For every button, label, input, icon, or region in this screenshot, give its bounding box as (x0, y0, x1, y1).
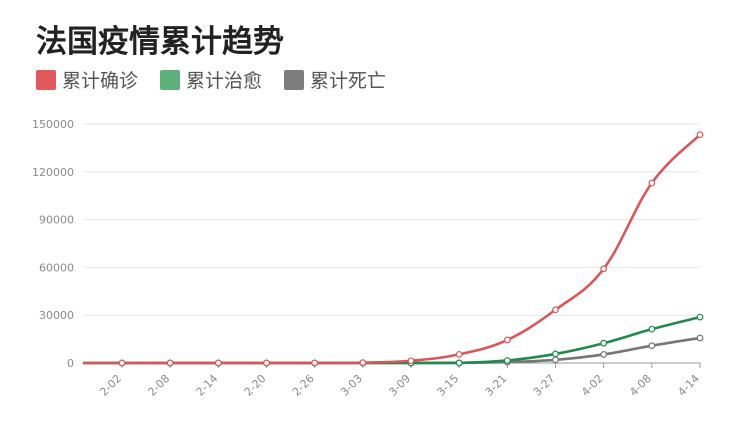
x-tick-label-1: 2-08 (145, 372, 172, 399)
legend-label-deaths: 累计死亡 (310, 70, 387, 92)
x-tick-label-7: 3-15 (434, 372, 461, 399)
data-point-s0-0[interactable] (118, 359, 126, 367)
series-line-1 (121, 315, 701, 365)
chart-data-points (118, 131, 704, 367)
data-point-s0-8[interactable] (503, 336, 511, 344)
data-point-s2-12[interactable] (696, 334, 704, 342)
y-tick-label-0: 0 (67, 357, 74, 370)
chart-title: 法国疫情累计趋势 (36, 24, 284, 60)
x-tick-label-6: 3-09 (386, 372, 413, 399)
data-point-s0-7[interactable] (455, 350, 463, 358)
y-tick-label-1: 30000 (39, 309, 74, 322)
legend-label-confirmed: 累计确诊 (62, 70, 139, 92)
x-tick-label-2: 2-14 (194, 372, 221, 399)
data-point-s0-4[interactable] (311, 359, 319, 367)
x-axis: 2-02 2-08 2-14 2-20 2-26 3-03 3-09 3-15 3-21 3-27… (83, 362, 702, 399)
y-tick-label-5: 150000 (32, 118, 74, 131)
data-point-s2-10[interactable] (600, 351, 608, 358)
data-point-s1-7[interactable] (455, 359, 463, 367)
legend-swatch-confirmed (36, 69, 56, 90)
x-tick-label-9: 3-27 (531, 372, 558, 399)
x-tick-label-11: 4-08 (627, 372, 654, 399)
y-axis: 0 30000 60000 90000 120000 150000 (32, 118, 74, 370)
y-tick-label-4: 120000 (32, 166, 74, 179)
data-point-s0-3[interactable] (263, 359, 270, 367)
legend-item-confirmed[interactable]: 累计确诊 (36, 66, 138, 93)
legend-swatch-deaths (284, 69, 305, 90)
data-point-s0-9[interactable] (552, 306, 559, 314)
chart-legend: 累计确诊 累计治愈 累计死亡 (36, 66, 386, 93)
x-tick-label-8: 3-21 (483, 372, 510, 399)
data-point-s1-8[interactable] (503, 357, 511, 364)
series-line-0 (121, 133, 701, 365)
chart-gridlines (83, 123, 700, 364)
data-point-s0-1[interactable] (166, 359, 174, 367)
legend-swatch-recovered (160, 69, 181, 90)
legend-item-recovered[interactable]: 累计治愈 (160, 66, 262, 93)
x-tick-label-3: 2-20 (242, 372, 269, 399)
y-tick-label-2: 60000 (39, 261, 74, 274)
data-point-s0-2[interactable] (214, 359, 222, 367)
data-point-s1-10[interactable] (600, 339, 608, 347)
x-tick-label-10: 4-02 (579, 372, 606, 399)
data-point-s1-9[interactable] (552, 350, 559, 358)
data-point-s0-6[interactable] (407, 357, 415, 365)
legend-label-recovered: 累计治愈 (186, 70, 263, 92)
x-tick-label-12: 4-14 (675, 372, 702, 399)
y-tick-label-3: 90000 (39, 214, 74, 227)
x-tick-label-4: 2-26 (290, 372, 317, 399)
x-tick-label-5: 3-03 (338, 372, 365, 399)
data-point-s0-10[interactable] (600, 265, 608, 273)
chart-series-lines (83, 133, 701, 365)
data-point-s2-11[interactable] (648, 342, 656, 350)
legend-item-deaths[interactable]: 累计死亡 (284, 66, 386, 93)
data-point-s0-5[interactable] (359, 359, 367, 367)
data-point-s1-12[interactable] (696, 313, 704, 321)
data-point-s1-11[interactable] (648, 325, 656, 333)
x-tick-label-0: 2-02 (97, 372, 124, 399)
data-point-s0-12[interactable] (696, 131, 704, 139)
data-point-s0-11[interactable] (648, 179, 656, 187)
data-point-s2-9[interactable] (552, 356, 559, 364)
